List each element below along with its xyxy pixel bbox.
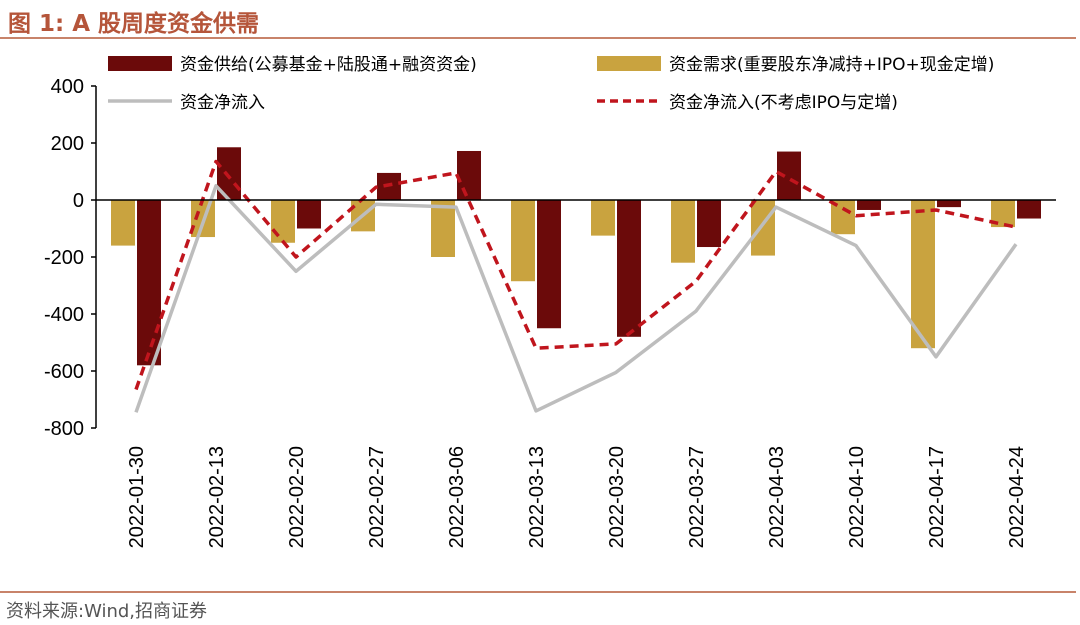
y-tick-label: -400 xyxy=(44,304,84,326)
y-tick-label: 200 xyxy=(51,133,84,155)
bar-supply xyxy=(937,200,961,208)
x-tick-label: 2022-02-13 xyxy=(206,446,228,548)
legend: 资金供给(公募基金+陆股通+融资资金) 资金需求(重要股东净减持+IPO+现金定… xyxy=(108,55,994,113)
bar-demand xyxy=(911,200,935,349)
x-tick-label: 2022-04-17 xyxy=(926,446,948,548)
x-tick-label: 2022-04-10 xyxy=(846,446,868,548)
legend-label-net: 资金净流入 xyxy=(180,93,265,113)
x-tick-label: 2022-03-20 xyxy=(606,446,628,548)
bar-demand xyxy=(511,200,535,282)
legend-label-demand: 资金需求(重要股东净减持+IPO+现金定增) xyxy=(669,55,994,75)
legend-label-net-ex: 资金净流入(不考虑IPO与定增) xyxy=(669,93,898,113)
bar-supply xyxy=(1017,200,1041,219)
title-rule xyxy=(0,37,1076,39)
bar-supply xyxy=(697,200,721,248)
bar-supply xyxy=(137,200,161,366)
bar-supply xyxy=(537,200,561,329)
bar-demand xyxy=(751,200,775,256)
legend-label-supply: 资金供给(公募基金+陆股通+融资资金) xyxy=(180,55,477,75)
source-rule xyxy=(0,591,1076,593)
bars xyxy=(111,147,1041,366)
x-tick-label: 2022-03-06 xyxy=(446,446,468,548)
source-note: 资料来源:Wind,招商证券 xyxy=(6,601,208,622)
x-tick-label: 2022-04-03 xyxy=(766,446,788,548)
x-tick-label: 2022-03-27 xyxy=(686,446,708,548)
lines xyxy=(134,159,1018,413)
figure-title: 图 1: A 股周度资金供需 xyxy=(8,11,260,37)
bar-supply xyxy=(857,200,881,210)
bar-supply xyxy=(617,200,641,337)
x-axis: 2022-01-30 2022-02-13 2022-02-20 2022-02-27… xyxy=(96,199,1056,548)
legend-swatch-demand xyxy=(597,56,661,71)
bar-demand xyxy=(591,200,615,236)
bar-demand xyxy=(271,200,295,243)
bar-supply xyxy=(297,200,321,229)
x-tick-label: 2022-01-30 xyxy=(126,446,148,548)
line-net-inflow xyxy=(134,184,1018,413)
y-tick-label: 0 xyxy=(73,190,84,212)
bar-supply xyxy=(457,150,481,200)
y-tick-label: -200 xyxy=(44,247,84,269)
bar-demand xyxy=(671,200,695,263)
y-tick-label: -600 xyxy=(44,361,84,383)
x-tick-label: 2022-04-24 xyxy=(1006,446,1028,548)
y-tick-label: -800 xyxy=(44,418,84,440)
chart: 资金供给(公募基金+陆股通+融资资金) 资金需求(重要股东净减持+IPO+现金定… xyxy=(44,55,1056,548)
x-tick-label: 2022-02-27 xyxy=(366,446,388,548)
bar-demand xyxy=(111,200,135,246)
y-axis: 400 200 0 -200 -400 -600 -800 xyxy=(44,76,97,440)
bar-demand xyxy=(431,200,455,257)
x-tick-label: 2022-03-13 xyxy=(526,446,548,548)
line-net-inflow-ex-ipo xyxy=(134,159,1017,391)
x-tick-label: 2022-02-20 xyxy=(286,446,308,548)
y-tick-label: 400 xyxy=(51,76,84,98)
legend-swatch-supply xyxy=(108,56,172,71)
